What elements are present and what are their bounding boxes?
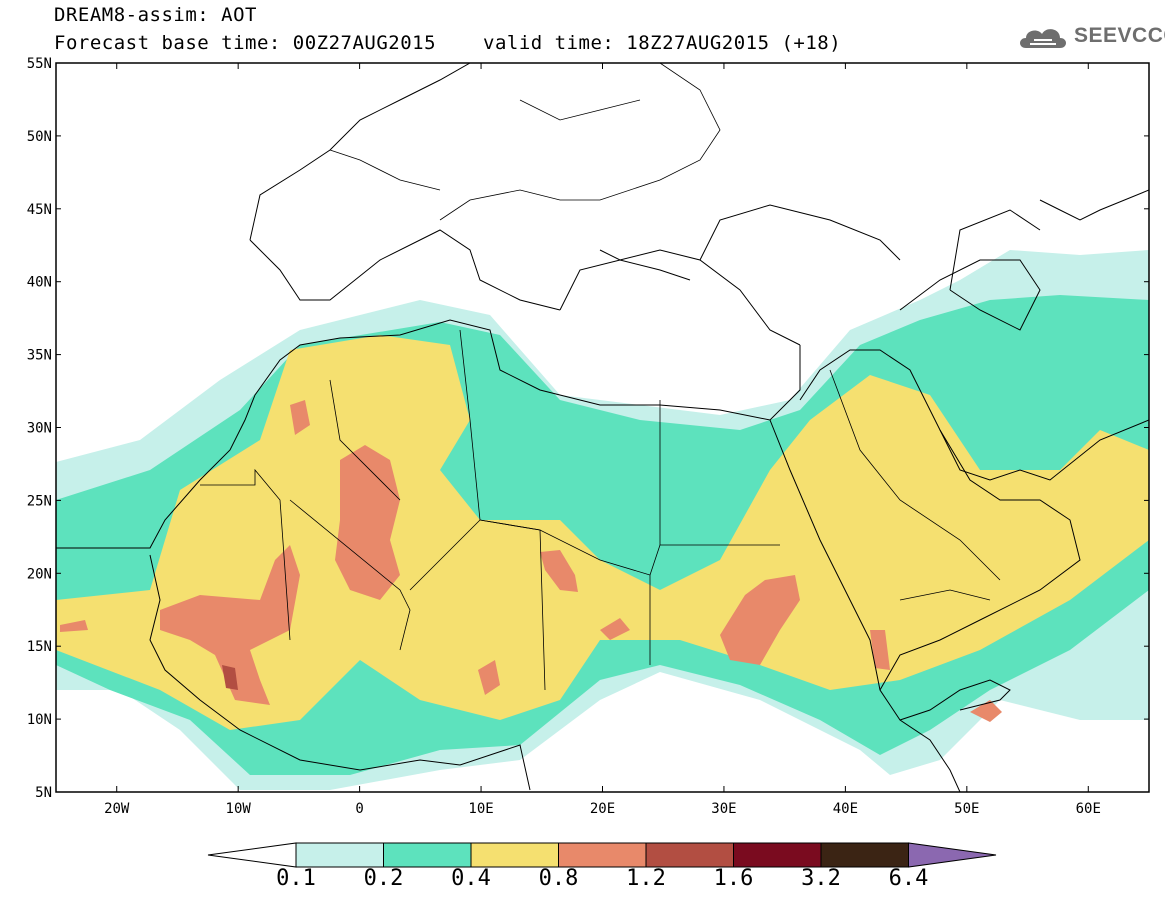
colorbar-over-triangle xyxy=(908,842,997,868)
colorbar-box xyxy=(295,842,384,868)
colorbar-label: 6.4 xyxy=(888,866,929,891)
lat-label: 55N xyxy=(27,56,52,72)
lat-label: 30N xyxy=(27,421,52,437)
valid-time: valid time: 18Z27AUG2015 (+18) xyxy=(483,32,842,54)
country-borders xyxy=(200,63,1001,691)
lon-label: 30E xyxy=(711,801,736,817)
lat-label: 40N xyxy=(27,275,52,291)
aot-patch-0.8-b xyxy=(335,445,400,600)
lon-label: 50E xyxy=(954,801,979,817)
aot-patch-0.8-e xyxy=(478,660,500,695)
colorbar-under-triangle xyxy=(207,842,297,868)
lon-label: 0 xyxy=(355,801,363,817)
aot-patch-0.8-i xyxy=(870,630,890,670)
colorbar-box xyxy=(470,842,559,868)
cloud-icon xyxy=(1020,29,1066,48)
aot-patch-0.8-a xyxy=(160,545,300,705)
lon-labels: 20W 10W 0 10E 20E 30E 40E 50E 60E xyxy=(104,801,1101,817)
lat-label: 20N xyxy=(27,566,52,582)
colorbar-label: 3.2 xyxy=(801,866,841,891)
aot-patch-0.8-j xyxy=(60,620,88,632)
lat-label: 5N xyxy=(35,785,52,801)
lat-labels: 55N 50N 45N 40N 35N 30N 25N 20N 15N 10N 5N xyxy=(27,56,52,801)
lon-label: 10E xyxy=(468,801,493,817)
aot-patch-0.8-h xyxy=(970,700,1002,722)
lat-label: 15N xyxy=(27,639,52,655)
seevccc-logo: SEEVCCC xyxy=(1016,20,1165,56)
aot-patch-1.2 xyxy=(222,665,238,690)
colorbar-label: 0.4 xyxy=(451,866,491,891)
lat-label: 45N xyxy=(27,202,52,218)
lon-label: 40E xyxy=(833,801,858,817)
aot-patch-0.8-g xyxy=(600,618,630,640)
aot-patch-0.8-f xyxy=(290,400,310,435)
colorbar-box xyxy=(733,842,822,868)
lat-label: 50N xyxy=(27,129,52,145)
chart-title: DREAM8-assim: AOT xyxy=(54,4,257,26)
aot-patch-0.8-c xyxy=(720,575,800,665)
lat-label: 35N xyxy=(27,348,52,364)
colorbar-label: 0.2 xyxy=(363,866,404,891)
colorbar-box xyxy=(820,842,909,868)
coastlines xyxy=(56,63,1149,792)
colorbar-label: 0.8 xyxy=(538,866,579,891)
colorbar-label: 1.6 xyxy=(713,866,754,891)
lon-label: 60E xyxy=(1076,801,1101,817)
lon-label: 10W xyxy=(226,801,252,817)
colorbar-label: 0.1 xyxy=(276,866,316,891)
colorbar xyxy=(207,842,997,868)
colorbar-box xyxy=(645,842,734,868)
lon-label: 20E xyxy=(590,801,615,817)
lat-label: 10N xyxy=(27,712,52,728)
colorbar-label: 1.2 xyxy=(626,866,666,891)
axis-ticks xyxy=(56,62,1149,793)
aot-patch-0.8-d xyxy=(540,550,578,592)
lat-label: 25N xyxy=(27,493,52,509)
aot-shading xyxy=(56,63,1149,792)
colorbar-box xyxy=(558,842,647,868)
colorbar-box xyxy=(383,842,472,868)
forecast-base-time: Forecast base time: 00Z27AUG2015 xyxy=(54,32,437,54)
logo-text: SEEVCCC xyxy=(1074,24,1165,47)
lon-label: 20W xyxy=(104,801,130,817)
